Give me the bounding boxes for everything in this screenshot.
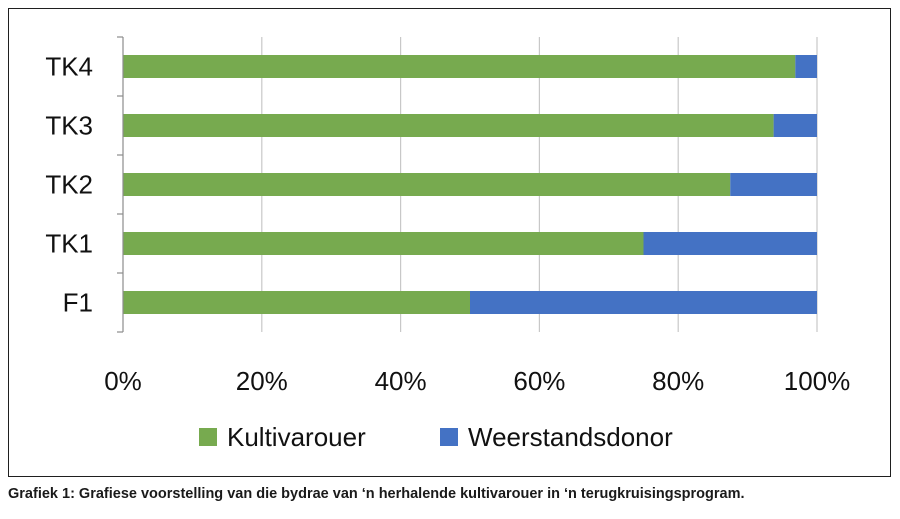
y-tick-label: TK1 xyxy=(45,229,93,259)
bar-segment xyxy=(123,291,470,314)
bar-segment xyxy=(123,114,774,137)
y-tick-label: F1 xyxy=(63,288,93,318)
x-tick-label: 100% xyxy=(784,366,851,396)
legend-swatch xyxy=(199,428,217,446)
x-tick-label: 80% xyxy=(652,366,704,396)
bar-segment xyxy=(123,55,796,78)
bar-segment xyxy=(773,114,817,137)
bar-segment xyxy=(470,291,817,314)
bars xyxy=(123,55,817,314)
bar-segment xyxy=(123,232,644,255)
chart-frame xyxy=(8,8,891,477)
bar-segment xyxy=(730,173,817,196)
x-tick-label: 0% xyxy=(104,366,142,396)
legend-label: Weerstandsdonor xyxy=(468,422,673,452)
y-tick-label: TK2 xyxy=(45,170,93,200)
bar-segment xyxy=(795,55,817,78)
axes xyxy=(117,36,124,333)
y-tick-label: TK4 xyxy=(45,52,93,82)
x-tick-label: 40% xyxy=(375,366,427,396)
legend-swatch xyxy=(440,428,458,446)
x-tick-label: 20% xyxy=(236,366,288,396)
x-tick-label: 60% xyxy=(513,366,565,396)
bar-segment xyxy=(643,232,817,255)
bar-segment xyxy=(123,173,731,196)
y-tick-label: TK3 xyxy=(45,111,93,141)
legend-label: Kultivarouer xyxy=(227,422,366,452)
legend: Kultivarouer Weerstandsdonor xyxy=(199,422,673,452)
axis-labels: 0% 20% 40% 60% 80% 100% F1 TK1 TK2 TK3 TK4 xyxy=(45,52,850,397)
figure-caption: Grafiek 1: Grafiese voorstelling van die… xyxy=(8,486,745,502)
